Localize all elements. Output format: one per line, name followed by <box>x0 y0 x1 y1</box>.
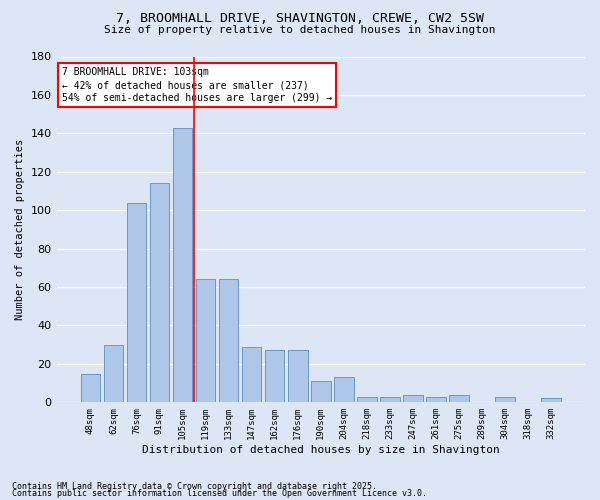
Bar <box>449 394 469 402</box>
Bar <box>541 398 561 402</box>
Bar <box>496 396 515 402</box>
Bar <box>173 128 193 402</box>
Bar <box>149 184 169 402</box>
Bar <box>357 396 377 402</box>
Text: Contains public sector information licensed under the Open Government Licence v3: Contains public sector information licen… <box>12 490 427 498</box>
Bar <box>426 396 446 402</box>
Bar <box>311 381 331 402</box>
Bar <box>80 374 100 402</box>
X-axis label: Distribution of detached houses by size in Shavington: Distribution of detached houses by size … <box>142 445 500 455</box>
Text: Size of property relative to detached houses in Shavington: Size of property relative to detached ho… <box>104 25 496 35</box>
Y-axis label: Number of detached properties: Number of detached properties <box>15 139 25 320</box>
Bar <box>219 280 238 402</box>
Bar <box>288 350 308 403</box>
Bar <box>334 378 353 402</box>
Bar <box>265 350 284 403</box>
Bar <box>380 396 400 402</box>
Text: 7, BROOMHALL DRIVE, SHAVINGTON, CREWE, CW2 5SW: 7, BROOMHALL DRIVE, SHAVINGTON, CREWE, C… <box>116 12 484 26</box>
Bar <box>127 202 146 402</box>
Text: Contains HM Land Registry data © Crown copyright and database right 2025.: Contains HM Land Registry data © Crown c… <box>12 482 377 491</box>
Bar <box>104 344 123 403</box>
Bar <box>196 280 215 402</box>
Bar <box>403 394 423 402</box>
Bar <box>242 346 262 403</box>
Text: 7 BROOMHALL DRIVE: 103sqm
← 42% of detached houses are smaller (237)
54% of semi: 7 BROOMHALL DRIVE: 103sqm ← 42% of detac… <box>62 67 332 104</box>
